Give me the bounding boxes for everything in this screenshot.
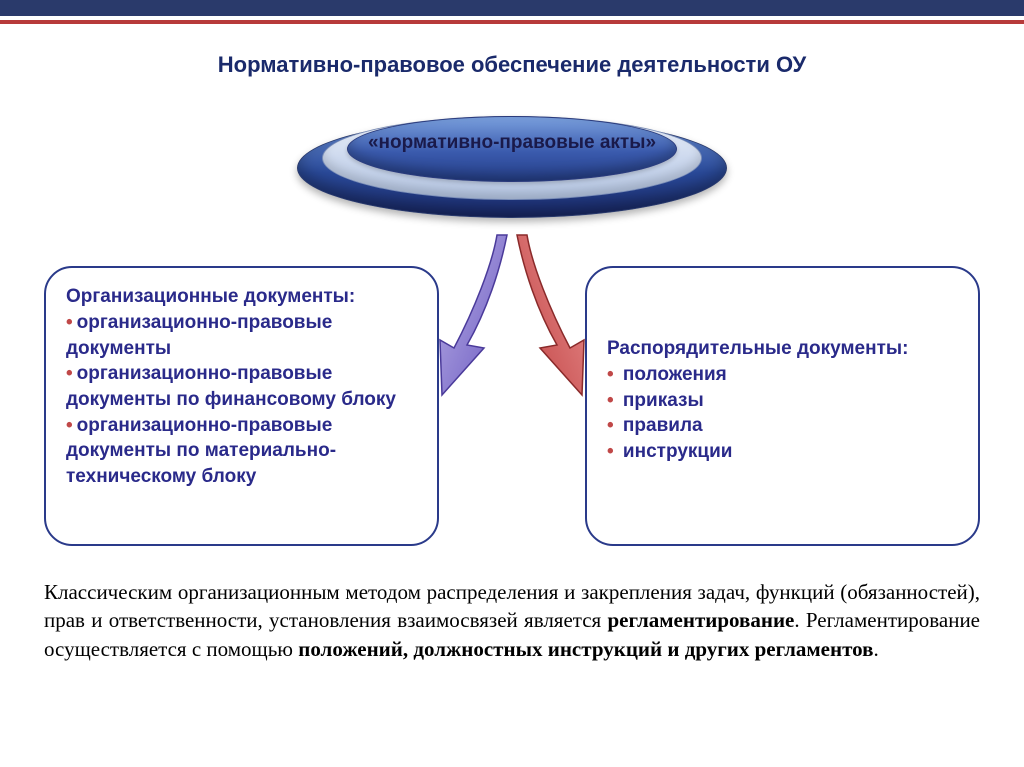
card-left-items: •организационно-правовые документы•орган… xyxy=(66,310,417,489)
disc-stack: «нормативно-правовые акты» xyxy=(292,96,732,226)
list-item: • приказы xyxy=(607,388,958,414)
bar-navy xyxy=(0,0,1024,16)
card-directive: Распорядительные документы: • положения•… xyxy=(585,266,980,546)
list-item: • инструкции xyxy=(607,439,958,465)
disc-label: «нормативно-правовые акты» xyxy=(292,132,732,154)
bar-red xyxy=(0,20,1024,24)
header-bar xyxy=(0,0,1024,24)
list-item: •организационно-правовые документы xyxy=(66,310,417,361)
list-item: • правила xyxy=(607,413,958,439)
page-title: Нормативно-правовое обеспечение деятельн… xyxy=(0,52,1024,78)
footer-bold2: положений, должностных инструкций и друг… xyxy=(298,637,873,661)
card-right-title: Распорядительные документы: xyxy=(607,338,958,360)
footer-post: . xyxy=(873,637,878,661)
bullet-icon: • xyxy=(66,415,73,436)
card-right-items: • положения• приказы• правила• инструкци… xyxy=(607,362,958,465)
bullet-icon: • xyxy=(607,364,614,385)
bullet-icon: • xyxy=(66,363,73,384)
list-item: •организационно-правовые документы по ма… xyxy=(66,413,417,490)
list-item: •организационно-правовые документы по фи… xyxy=(66,361,417,412)
bullet-icon: • xyxy=(66,312,73,333)
card-organizational: Организационные документы: •организацион… xyxy=(44,266,439,546)
footer-bold1: регламентирование xyxy=(607,608,794,632)
bullet-icon: • xyxy=(607,441,614,462)
list-item: • положения xyxy=(607,362,958,388)
content-row: Организационные документы: •организацион… xyxy=(0,266,1024,546)
footer-paragraph: Классическим организационным методом рас… xyxy=(0,578,1024,663)
card-left-title: Организационные документы: xyxy=(66,286,417,308)
bullet-icon: • xyxy=(607,390,614,411)
bullet-icon: • xyxy=(607,415,614,436)
